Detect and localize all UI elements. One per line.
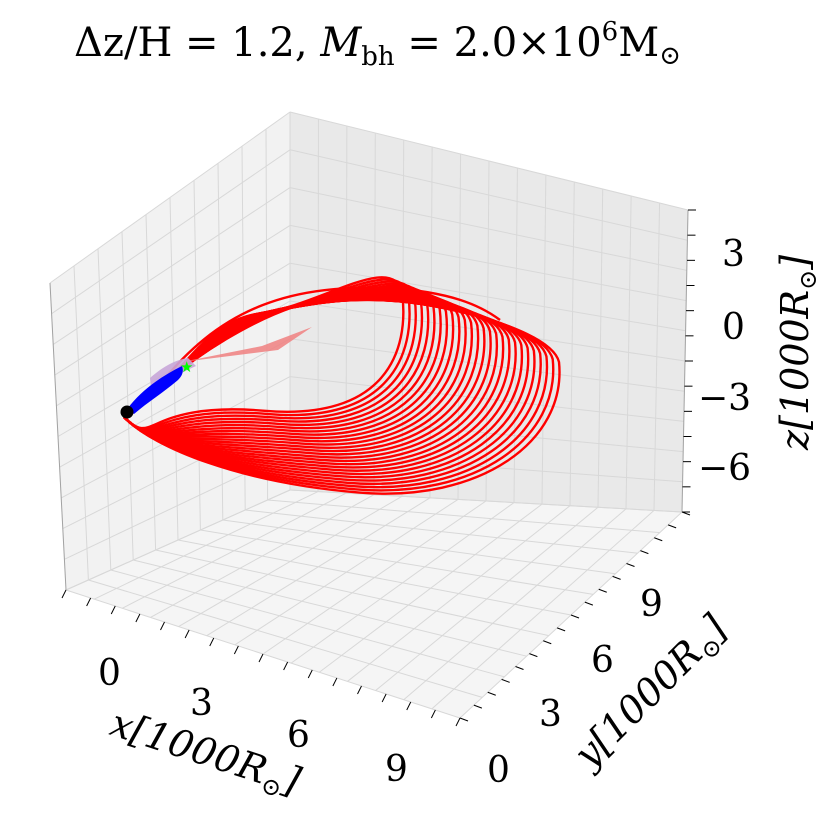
gridline	[347, 505, 571, 682]
title-sun-symbol: ⊙	[659, 41, 681, 71]
y-tick	[473, 704, 483, 709]
y-tick	[529, 653, 538, 658]
gridline	[289, 262, 686, 332]
gridline	[290, 502, 515, 664]
gridline	[431, 510, 655, 710]
y-tick	[501, 678, 510, 683]
stream-fan	[182, 327, 312, 362]
inner-stream	[128, 366, 183, 414]
y-tick	[556, 627, 566, 632]
black-hole-marker	[120, 405, 134, 419]
title-M: M	[319, 20, 362, 66]
x-tick	[110, 605, 116, 615]
gridline	[262, 500, 487, 655]
y-tick	[654, 537, 663, 542]
y-tick	[667, 524, 677, 529]
z-axis-label: z[1000R⊙]	[773, 255, 822, 451]
y-tick	[584, 601, 594, 606]
title-main: Δz/H = 1.2,	[74, 20, 320, 66]
x-tick-label: 0	[98, 653, 121, 694]
y-tick-label: 3	[539, 694, 562, 735]
gridline	[289, 149, 688, 241]
x-tick	[135, 613, 141, 623]
x-tick-label: 3	[190, 683, 213, 724]
gridline	[289, 376, 684, 422]
gridline	[375, 506, 599, 691]
x-tick	[160, 621, 165, 631]
x-tick	[406, 701, 412, 711]
y-tick	[598, 588, 607, 593]
y-tick	[515, 666, 524, 670]
y-tick-label: 9	[640, 584, 663, 625]
gridline	[289, 300, 686, 362]
z-tick-label: 3	[722, 234, 745, 275]
gridline	[49, 111, 291, 284]
gridline	[289, 187, 687, 271]
x-tick	[455, 717, 461, 727]
y-tick-label: 6	[591, 640, 614, 681]
title-subscript-bh: bh	[361, 42, 395, 72]
gridline	[150, 494, 375, 618]
z-axis-bracket: ]	[773, 255, 817, 271]
x-tick	[357, 685, 362, 695]
y-axis-text: y[1000R	[564, 631, 711, 778]
x-tick	[283, 661, 289, 671]
x-tick	[209, 637, 215, 647]
chart-title: Δz/H = 1.2, Mbh = 2.0×106M⊙	[74, 17, 681, 72]
x-tick-label: 9	[385, 749, 408, 790]
y-tick	[487, 691, 496, 696]
gridline	[56, 262, 291, 407]
gridline	[289, 224, 687, 302]
x-tick	[233, 645, 239, 655]
y-tick	[626, 563, 635, 567]
z-tick-label: −6	[698, 448, 751, 489]
gridline	[178, 495, 403, 628]
y-axis-label: y[1000R⊙]	[564, 606, 739, 781]
star-marker: ★	[180, 358, 193, 376]
x-tick-label: 6	[287, 715, 310, 756]
pane-edge-left	[49, 282, 67, 591]
title-value: = 2.0×10	[395, 20, 602, 66]
x-tick	[430, 709, 436, 719]
z-tick-label: 0	[722, 307, 745, 348]
z-tick-label: −3	[698, 378, 751, 419]
gridline	[51, 149, 291, 315]
orbit-line	[123, 296, 561, 495]
x-tick	[61, 589, 67, 599]
gridline	[122, 492, 347, 609]
y-tick	[543, 640, 552, 645]
gridline	[206, 497, 431, 637]
gridline	[289, 111, 689, 211]
z-axis-sun: ⊙	[794, 270, 822, 290]
gridline	[234, 499, 459, 646]
x-tick	[258, 653, 264, 663]
gridline	[52, 187, 291, 345]
x-tick	[86, 597, 92, 607]
x-tick	[332, 677, 338, 687]
x-axis-text: x[1000R	[105, 701, 272, 793]
x-tick	[184, 629, 190, 639]
x-tick	[307, 669, 313, 679]
gridline	[403, 508, 627, 701]
orbit-hull	[149, 286, 501, 399]
y-tick	[459, 717, 469, 722]
y-tick-label: 0	[487, 750, 510, 791]
y-tick	[612, 575, 621, 580]
y-tick	[640, 550, 649, 555]
gridline	[318, 503, 543, 673]
y-tick	[570, 614, 580, 619]
gridline	[93, 491, 319, 600]
gridline	[54, 224, 291, 376]
orbit-lines	[123, 276, 561, 495]
gridline	[65, 489, 291, 591]
title-exponent: 6	[602, 17, 619, 47]
x-tick	[381, 693, 387, 703]
gridline	[59, 338, 291, 468]
title-unit: M	[618, 20, 659, 66]
z-axis-text: z[1000R	[773, 290, 817, 451]
axis-ticks	[61, 209, 696, 727]
